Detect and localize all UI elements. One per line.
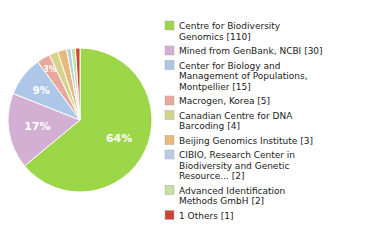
legend-swatch <box>165 150 174 159</box>
legend-label-line: Management of Populations, <box>179 71 308 81</box>
legend-label-line: Center for Biology and <box>179 61 280 71</box>
legend-label-line: Biodiversity and Genetic <box>179 161 289 171</box>
data-label: 9% <box>33 84 50 95</box>
legend-label: Macrogen, Korea [5] <box>179 96 270 106</box>
legend-entry: Mined from GenBank, NCBI [30] <box>165 46 323 56</box>
legend-label-line: Canadian Centre for DNA <box>179 111 293 121</box>
pie-slice <box>25 48 152 192</box>
legend-label-line: Resource... [2] <box>179 171 244 181</box>
legend-label-line: Mined from GenBank, NCBI [30] <box>179 46 323 56</box>
data-labels: 64% 17% 9% 3% <box>24 65 132 145</box>
legend-swatch <box>165 211 174 220</box>
legend-entry: Canadian Centre for DNABarcoding [4] <box>165 111 293 132</box>
legend-swatch <box>165 136 174 145</box>
legend-swatch <box>165 111 174 120</box>
legend-label: 1 Others [1] <box>179 211 233 221</box>
legend-label: Center for Biology andManagement of Popu… <box>179 61 308 92</box>
pie-slice <box>71 48 80 120</box>
legend-label-line: Centre for Biodiversity <box>179 21 281 31</box>
legend-label: Centre for BiodiversityGenomics [110] <box>179 21 281 42</box>
legend-label: Beijing Genomics Institute [3] <box>179 136 313 146</box>
legend: Centre for BiodiversityGenomics [110] Min… <box>165 21 323 221</box>
legend-label: Canadian Centre for DNABarcoding [4] <box>179 111 293 132</box>
pie <box>8 48 152 192</box>
legend-entry: Advanced IdentificationMethods GmbH [2] <box>165 186 285 207</box>
legend-label-line: Genomics [110] <box>179 32 251 42</box>
legend-entry: Beijing Genomics Institute [3] <box>165 136 313 146</box>
legend-entry: Center for Biology andManagement of Popu… <box>165 61 308 92</box>
legend-swatch <box>165 96 174 105</box>
legend-swatch <box>165 186 174 195</box>
legend-entry: Centre for BiodiversityGenomics [110] <box>165 21 281 42</box>
pie-slice <box>67 49 80 120</box>
legend-label-line: Montpellier [15] <box>179 82 251 92</box>
pie-slice <box>75 48 80 120</box>
legend-label-line: Advanced Identification <box>179 186 285 196</box>
legend-label-line: 1 Others [1] <box>179 211 233 221</box>
legend-label: CIBIO, Research Center inBiodiversity an… <box>179 150 295 181</box>
data-label: 64% <box>106 132 132 145</box>
chart: 64% 17% 9% 3% Centre for BiodiversityGenomic… <box>0 0 380 240</box>
data-label: 3% <box>43 65 57 74</box>
legend-label: Advanced IdentificationMethods GmbH [2] <box>179 186 285 207</box>
legend-swatch <box>165 61 174 70</box>
legend-label-line: Macrogen, Korea [5] <box>179 96 270 106</box>
legend-swatch <box>165 21 174 30</box>
data-label: 17% <box>24 120 50 133</box>
legend-label-line: Beijing Genomics Institute [3] <box>179 136 313 146</box>
legend-entry: 1 Others [1] <box>165 211 233 221</box>
legend-label-line: Methods GmbH [2] <box>179 196 264 206</box>
legend-label-line: Barcoding [4] <box>179 121 240 131</box>
legend-label: Mined from GenBank, NCBI [30] <box>179 46 323 56</box>
legend-label-line: CIBIO, Research Center in <box>179 150 295 160</box>
legend-swatch <box>165 46 174 55</box>
legend-entry: CIBIO, Research Center inBiodiversity an… <box>165 150 295 181</box>
legend-entry: Macrogen, Korea [5] <box>165 96 270 106</box>
